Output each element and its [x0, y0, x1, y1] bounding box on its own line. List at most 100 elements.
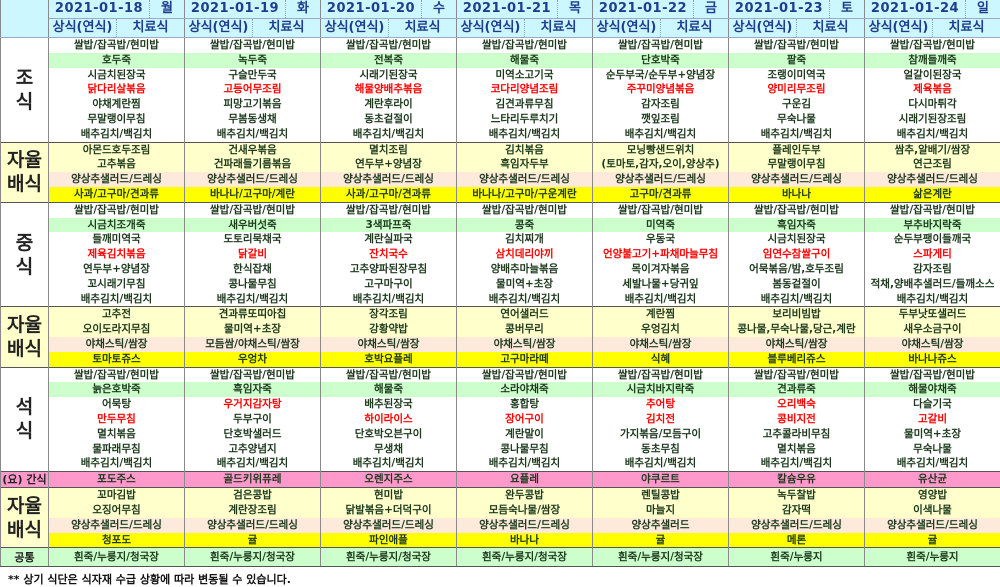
lunch-item: 배추김치/백김치 — [729, 292, 865, 307]
lunch_self-item: 야채스틱/쌈장 — [865, 337, 1000, 352]
therapeutic-diet-label: 치료식 — [797, 19, 864, 37]
dinner-item: 멸치볶음 — [49, 427, 185, 442]
breakfast-item: 쌀밥/잡곡밥/현미밥 — [729, 38, 865, 53]
dinner-item: 가지볶음/모듬구이 — [593, 427, 729, 442]
lunch-item: 쌀밥/잡곡밥/현미밥 — [321, 202, 457, 217]
common-label: 공통 — [1, 548, 49, 567]
breakfast-label-text: 조식 — [14, 66, 35, 114]
breakfast_self-item: 아몬드호두조림 — [49, 142, 185, 157]
lunch-item: 양배추마늘볶음 — [457, 262, 593, 277]
dinner-item: 무숙나물 — [865, 442, 1000, 457]
breakfast-item: 배추김치/백김치 — [185, 127, 321, 142]
lunch-label-text: 중식 — [14, 231, 35, 279]
common-item: 흰죽/누룽지 — [865, 548, 1000, 567]
lunch-item: 쌀밥/잡곡밥/현미밥 — [457, 202, 593, 217]
lunch-item: 쌀밥/잡곡밥/현미밥 — [729, 202, 865, 217]
breakfast-item: 무말랭이무침 — [49, 112, 185, 127]
breakfast-item: 다시마튀각 — [865, 97, 1000, 112]
breakfast-item: 무봄동생채 — [185, 112, 321, 127]
snack-item: 골드키위퓨레 — [185, 472, 321, 488]
breakfast-item: 쌀밥/잡곡밥/현미밥 — [49, 38, 185, 53]
dinner-item: 계란말이 — [457, 427, 593, 442]
breakfast-item: 시래기된장조림 — [865, 112, 1000, 127]
breakfast-item: 시래기된장국 — [321, 68, 457, 83]
dinner-item: 배추김치/백김치 — [321, 456, 457, 471]
dinner_self-item: 이색나물 — [865, 503, 1000, 518]
breakfast-item: 쌀밥/잡곡밥/현미밥 — [457, 38, 593, 53]
dinner-item: 단호박샐러드 — [185, 427, 321, 442]
dinner-item: 오리백숙 — [729, 397, 865, 412]
lunch-item: 배추김치/백김치 — [49, 292, 185, 307]
date-label: 2021-01-23 — [729, 0, 829, 18]
lunch-item: 임연수참쌀구이 — [729, 247, 865, 262]
dinner-item: 하이라이스 — [321, 412, 457, 427]
breakfast_self-item: 삶은계란 — [865, 187, 1000, 202]
snack-item: 포도주스 — [49, 472, 185, 488]
dinner_self-item: 청포도 — [49, 533, 185, 548]
dinner_self-item: 완두콩밥 — [457, 488, 593, 503]
lunch_self-item: 연어샐러드 — [457, 307, 593, 322]
regular-diet-label: 상식(연식) — [457, 19, 525, 37]
lunch-item: 콩나물무침 — [185, 277, 321, 292]
dinner-item: 시금치바지락죽 — [593, 382, 729, 397]
lunch_self-item: 물미역+초장 — [185, 322, 321, 337]
lunch_self-item: 계란찜 — [593, 307, 729, 322]
breakfast-item: 배추김치/백김치 — [865, 127, 1000, 142]
lunch-item: 우동국 — [593, 232, 729, 247]
breakfast-item: 배추김치/백김치 — [321, 127, 457, 142]
dinner_self-item: 현미밥 — [321, 488, 457, 503]
dinner_self-item: 양상추샐러드 — [593, 518, 729, 533]
therapeutic-diet-label: 치료식 — [117, 19, 184, 37]
regular-diet-label: 상식(연식) — [729, 19, 797, 37]
snack-label: (요) 간식 — [1, 472, 49, 488]
lunch-item: 들깨미역국 — [49, 232, 185, 247]
dinner_self-item: 영양밥 — [865, 488, 1000, 503]
dinner-item: 늙은호박죽 — [49, 382, 185, 397]
breakfast-item: 쌀밥/잡곡밥/현미밥 — [865, 38, 1000, 53]
dinner-item: 멸치볶음 — [729, 442, 865, 457]
lunch-item: 흑임자죽 — [729, 218, 865, 233]
breakfast-item: 미역소고기국 — [457, 68, 593, 83]
dinner_self-item: 녹두찰밥 — [729, 488, 865, 503]
common-item: 흰죽/누룽지 — [729, 548, 865, 567]
regular-diet-label: 상식(연식) — [593, 19, 661, 37]
lunch-item: 쌀밥/잡곡밥/현미밥 — [865, 202, 1000, 217]
breakfast_self-item: 흑임자두부 — [457, 157, 593, 172]
snack-item: 야쿠르트 — [593, 472, 729, 488]
breakfast_self-item: 연근조림 — [865, 157, 1000, 172]
breakfast-item: 단호박죽 — [593, 53, 729, 68]
lunch_self-item: 보리비빔밥 — [729, 307, 865, 322]
lunch-item: 배추김치/백김치 — [865, 292, 1000, 307]
lunch_self-item: 고구마라떼 — [457, 352, 593, 367]
dinner-item: 해물죽 — [321, 382, 457, 397]
dinner-label: 석식 — [1, 367, 49, 472]
lunch-item: 연두부+양념장 — [49, 262, 185, 277]
therapeutic-diet-label: 치료식 — [933, 19, 1000, 37]
weekday-label: 수 — [421, 0, 456, 18]
breakfast_self-item: 건파래들기름볶음 — [185, 157, 321, 172]
dinner-item: 장어구이 — [457, 412, 593, 427]
dinner_self-item: 렌틸콩밥 — [593, 488, 729, 503]
dinner-item: 견과류죽 — [729, 382, 865, 397]
therapeutic-diet-label: 치료식 — [661, 19, 728, 37]
lunch-item: 한식잡채 — [185, 262, 321, 277]
breakfast-item: 조랭이미역국 — [729, 68, 865, 83]
dinner_self-item: 양상추샐러드/드레싱 — [321, 518, 457, 533]
breakfast_self-item: 멸치조림 — [321, 142, 457, 157]
lunch-item: 순두부팽이들깨국 — [865, 232, 1000, 247]
dinner-item: 우거지감자탕 — [185, 397, 321, 412]
breakfast-item: 무숙나물 — [729, 112, 865, 127]
lunch-item: 배추김치/백김치 — [593, 292, 729, 307]
regular-diet-label: 상식(연식) — [49, 19, 117, 37]
dinner-label-text: 석식 — [14, 395, 35, 443]
